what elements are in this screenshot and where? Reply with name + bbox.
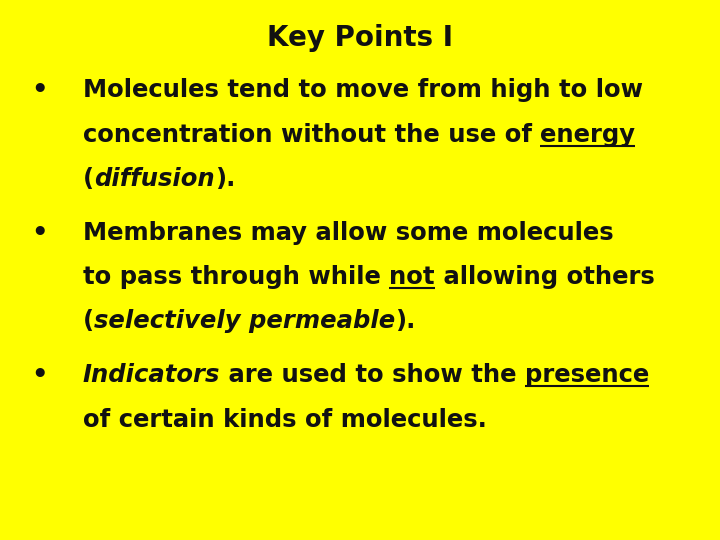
Text: diffusion: diffusion	[94, 167, 215, 191]
Text: energy: energy	[540, 123, 635, 146]
Text: Molecules tend to move from high to low: Molecules tend to move from high to low	[83, 78, 643, 102]
Text: Key Points I: Key Points I	[267, 24, 453, 52]
Text: Membranes may allow some molecules: Membranes may allow some molecules	[83, 221, 613, 245]
Text: allowing others: allowing others	[435, 265, 654, 289]
Text: to pass through while: to pass through while	[83, 265, 390, 289]
Text: selectively permeable: selectively permeable	[94, 309, 395, 333]
Text: concentration without the use of: concentration without the use of	[83, 123, 540, 146]
Text: not: not	[390, 265, 435, 289]
Text: ).: ).	[215, 167, 235, 191]
Text: Indicators: Indicators	[83, 363, 220, 387]
Text: are used to show the: are used to show the	[220, 363, 525, 387]
Text: ).: ).	[395, 309, 415, 333]
Text: (: (	[83, 167, 94, 191]
Text: presence: presence	[525, 363, 649, 387]
Text: •: •	[32, 363, 48, 389]
Text: of certain kinds of molecules.: of certain kinds of molecules.	[83, 408, 487, 431]
Text: (: (	[83, 309, 94, 333]
Text: •: •	[32, 221, 48, 247]
Text: •: •	[32, 78, 48, 104]
